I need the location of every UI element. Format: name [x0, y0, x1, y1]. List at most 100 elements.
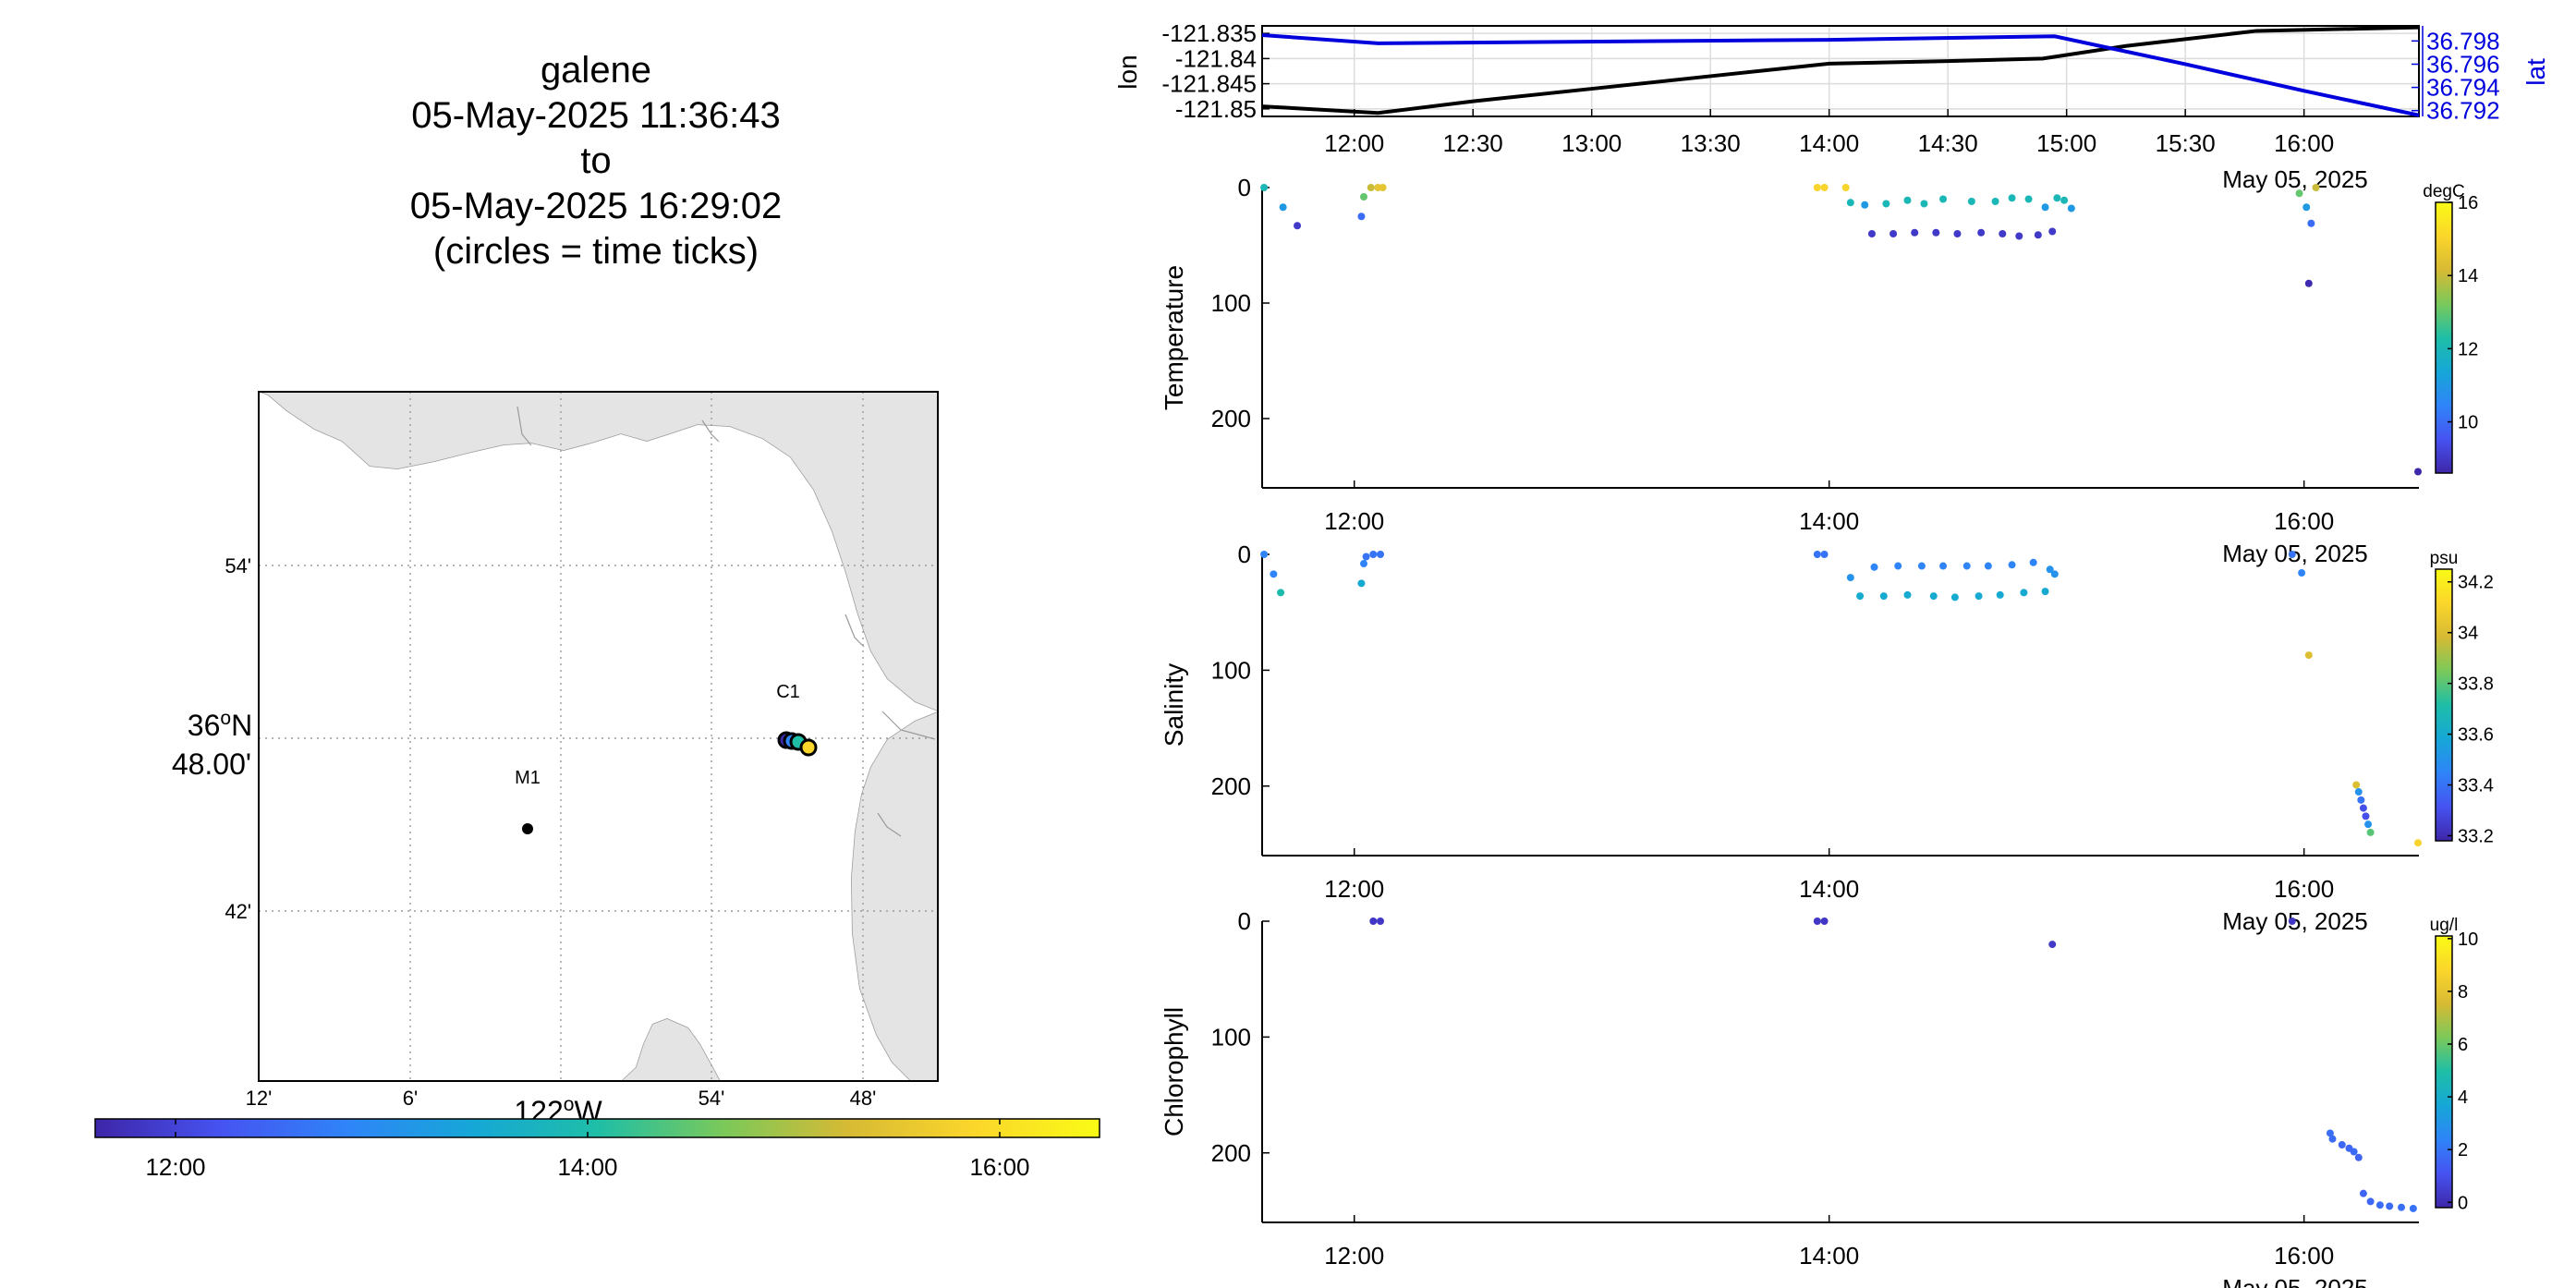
- data-point: [1889, 230, 1898, 237]
- data-point: [1950, 593, 1959, 601]
- x-tick-label: 12:00: [1324, 1242, 1384, 1270]
- data-point: [1377, 917, 1385, 925]
- data-point: [1367, 184, 1375, 191]
- data-point: [2288, 917, 2296, 925]
- y-axis-label: Chlorophyll: [1160, 1007, 1188, 1136]
- colorbar-tick-label: 2: [2458, 1140, 2468, 1160]
- colorbar-tick-label: 4: [2458, 1088, 2468, 1108]
- data-point: [2366, 828, 2375, 836]
- data-point: [2015, 232, 2023, 240]
- y-tick-label: 0: [1238, 541, 1251, 568]
- x-tick-label: 12:00: [1324, 507, 1384, 535]
- sea-area: [259, 392, 938, 1081]
- data-point: [2413, 839, 2422, 847]
- x-tick-label: 14:00: [1799, 507, 1859, 535]
- time-colorbar-tick-label: 16:00: [969, 1153, 1029, 1181]
- data-point: [2048, 941, 2057, 949]
- data-point: [1939, 562, 1948, 570]
- station-marker-m1: [522, 823, 533, 834]
- data-point: [1294, 222, 1302, 230]
- y-right-tick-label: 36.792: [2426, 97, 2500, 125]
- x-tick-label: 12:30: [1443, 129, 1503, 157]
- data-point: [2354, 1153, 2363, 1161]
- title-line: 05-May-2025 16:29:02: [409, 186, 783, 226]
- colorbar: [2435, 201, 2453, 474]
- y-tick-label: -121.835: [1161, 19, 1257, 47]
- data-point: [1911, 228, 1919, 237]
- data-point: [2359, 804, 2367, 812]
- y-axis-label: lon: [1113, 55, 1142, 89]
- track-time-circles: [777, 731, 818, 757]
- data-point: [2053, 194, 2061, 202]
- colorbar-unit-label: psu: [2430, 549, 2459, 568]
- x-tick-label: 12:00: [1324, 875, 1384, 903]
- y-axis-label: Temperature: [1160, 265, 1188, 410]
- data-point: [2050, 570, 2059, 578]
- data-point: [2364, 820, 2373, 829]
- data-point: [2303, 203, 2311, 212]
- title-line: galene: [540, 50, 652, 91]
- data-point: [2298, 569, 2306, 577]
- lon-tick-label: 12': [246, 1087, 273, 1110]
- title-line: to: [580, 140, 612, 181]
- x-tick-label: 13:00: [1561, 129, 1622, 157]
- data-point: [1377, 551, 1385, 558]
- lat-tick-label: 54': [225, 554, 251, 577]
- data-point: [1939, 195, 1948, 203]
- data-point: [1856, 592, 1865, 601]
- y-right-tick-label: 36.796: [2426, 50, 2500, 78]
- data-point: [1820, 184, 1829, 191]
- x-tick-label: 14:30: [1918, 129, 1978, 157]
- data-point: [1917, 562, 1926, 570]
- time-colorbar-tick-label: 14:00: [557, 1153, 617, 1181]
- time-colorbar-ticks: [175, 1119, 1001, 1137]
- lon-tick-label: 6': [403, 1087, 418, 1110]
- data-point: [2060, 196, 2069, 204]
- data-point: [1379, 184, 1387, 191]
- data-point: [1846, 574, 1854, 582]
- x-date-label: May 05, 2025: [2222, 1274, 2368, 1288]
- data-point: [2398, 1203, 2406, 1211]
- x-tick-label: 16:00: [2274, 129, 2334, 157]
- data-point: [1975, 592, 1983, 601]
- data-point: [1932, 228, 1940, 237]
- x-tick-label: 15:30: [2156, 129, 2216, 157]
- data-point: [1260, 184, 1269, 191]
- data-point: [1270, 570, 1278, 578]
- y-tick-label: -121.85: [1175, 95, 1257, 123]
- data-point: [1357, 579, 1366, 588]
- plot-title: galene 05-May-2025 11:36:43 to 05-May-20…: [333, 48, 859, 274]
- data-point: [1260, 551, 1269, 558]
- colorbar-tick-label: 34.2: [2458, 573, 2494, 593]
- lon-tick-label: 54': [699, 1087, 725, 1110]
- y-tick-label: 100: [1211, 1023, 1251, 1051]
- colorbar-tick-label: 6: [2458, 1035, 2468, 1055]
- data-point: [2413, 468, 2422, 476]
- data-point: [1820, 917, 1829, 925]
- y-tick-label: 100: [1211, 289, 1251, 317]
- data-point: [1984, 562, 1992, 570]
- data-point: [2352, 781, 2361, 789]
- y-tick-label: 100: [1211, 656, 1251, 684]
- data-point: [1813, 551, 1821, 558]
- data-point: [1903, 196, 1912, 204]
- data-point: [1920, 200, 1928, 208]
- station-label-c1: C1: [776, 682, 800, 702]
- data-point: [2041, 588, 2049, 596]
- data-point: [2041, 203, 2049, 212]
- data-point: [1996, 590, 2004, 599]
- x-tick-label: 14:00: [1799, 1242, 1859, 1270]
- data-point: [1929, 592, 1938, 601]
- data-point: [2020, 589, 2028, 597]
- time-colorbar: [94, 1118, 1100, 1138]
- data-point: [1369, 551, 1378, 558]
- colorbar-tick-label: 33.6: [2458, 725, 2494, 746]
- map-gridlines: [259, 392, 938, 1081]
- data-point: [2024, 195, 2033, 203]
- data-point: [1369, 917, 1378, 925]
- map-panel: 54' 36oN 48.00' 42' 12' 6' 54' 48' 122oW…: [94, 391, 1100, 1181]
- coastline-details: [516, 406, 936, 837]
- data-point: [1894, 562, 1902, 570]
